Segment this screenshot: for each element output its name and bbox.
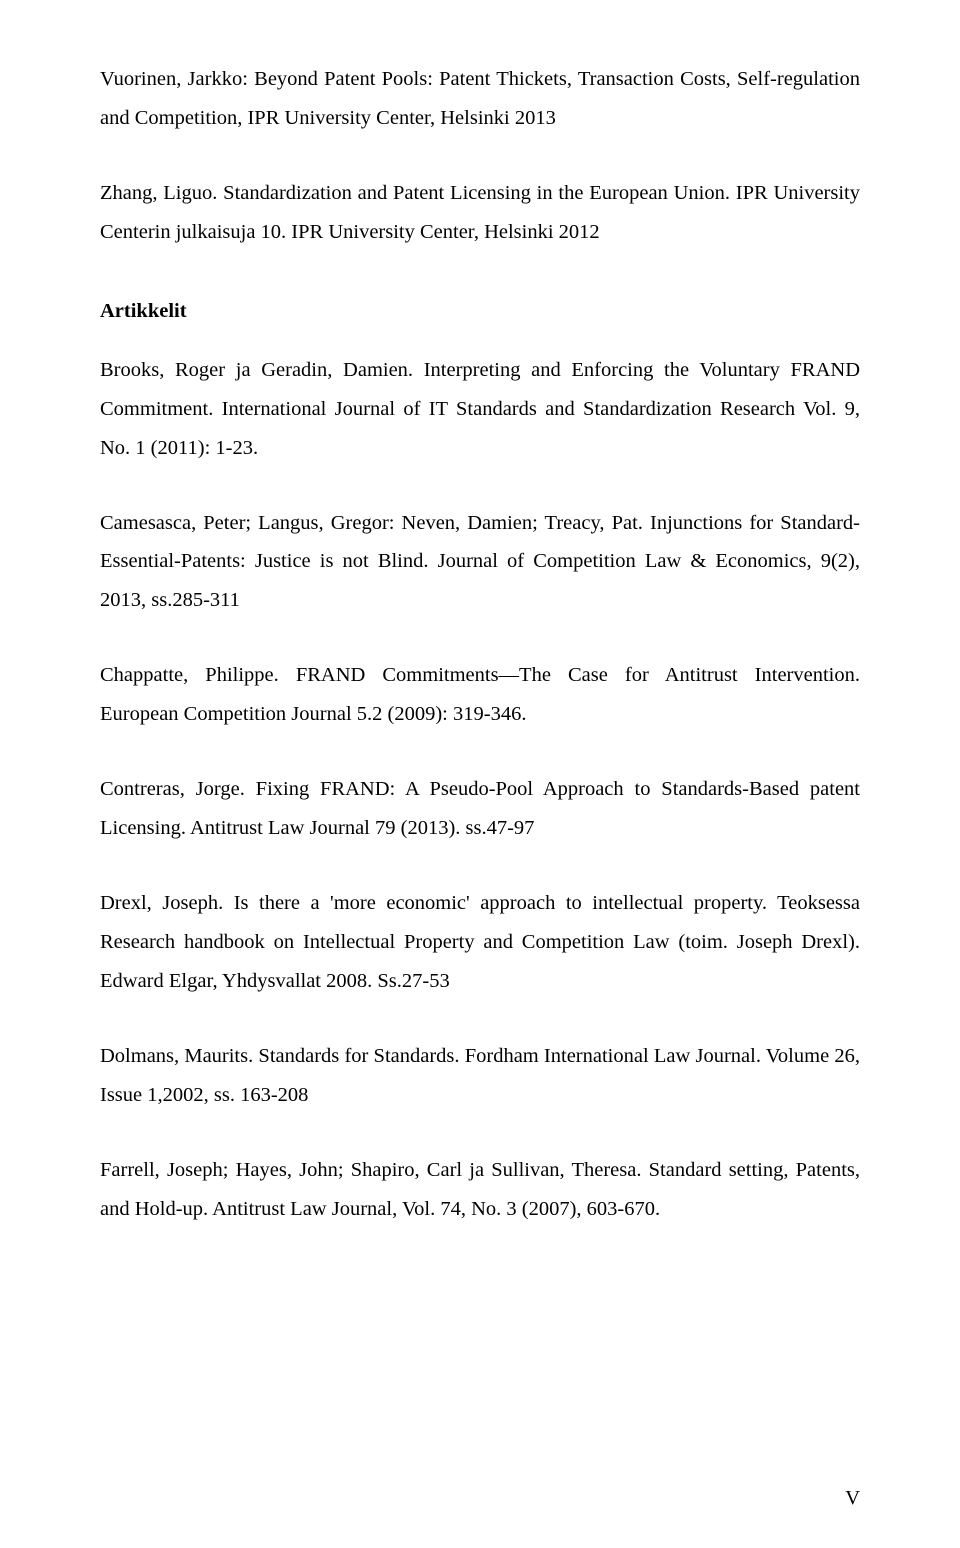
reference-entry: Vuorinen, Jarkko: Beyond Patent Pools: P… <box>100 60 860 138</box>
reference-entry: Camesasca, Peter; Langus, Gregor: Neven,… <box>100 504 860 621</box>
reference-entry: Chappatte, Philippe. FRAND Commitments—T… <box>100 656 860 734</box>
reference-entry: Brooks, Roger ja Geradin, Damien. Interp… <box>100 351 860 468</box>
reference-entry: Contreras, Jorge. Fixing FRAND: A Pseudo… <box>100 770 860 848</box>
document-page: Vuorinen, Jarkko: Beyond Patent Pools: P… <box>0 0 960 1548</box>
reference-entry: Dolmans, Maurits. Standards for Standard… <box>100 1037 860 1115</box>
page-number: V <box>845 1479 860 1518</box>
section-heading-artikkelit: Artikkelit <box>100 292 860 331</box>
reference-entry: Drexl, Joseph. Is there a 'more economic… <box>100 884 860 1001</box>
reference-entry: Farrell, Joseph; Hayes, John; Shapiro, C… <box>100 1151 860 1229</box>
reference-entry: Zhang, Liguo. Standardization and Patent… <box>100 174 860 252</box>
